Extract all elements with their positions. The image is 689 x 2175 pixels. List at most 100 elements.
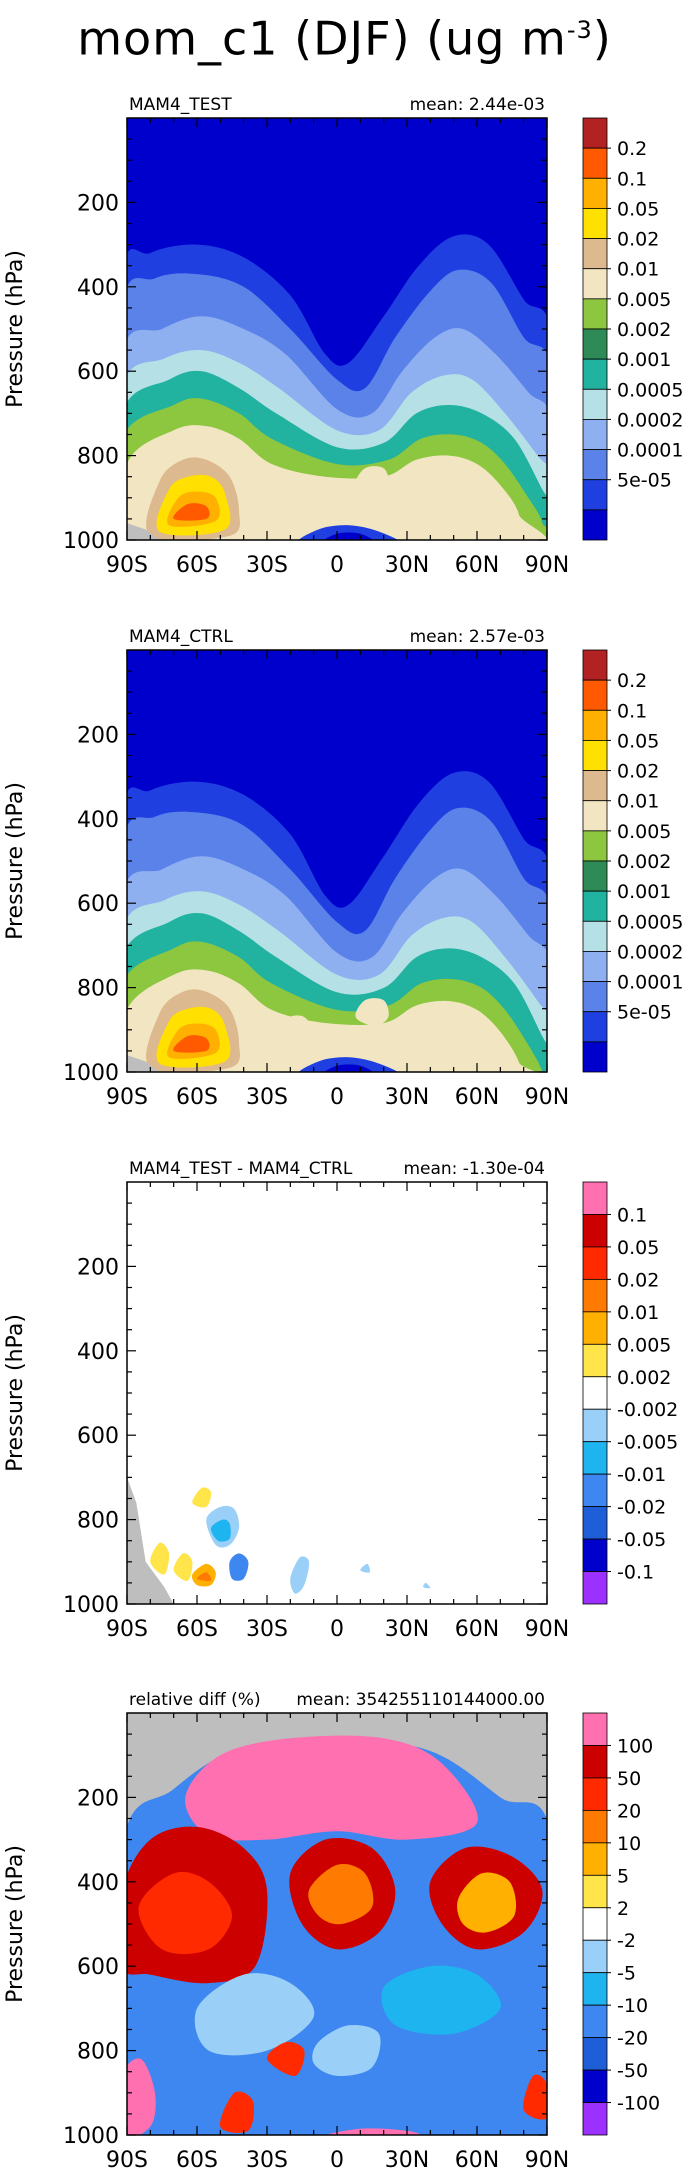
diff-blob (290, 1556, 310, 1594)
colorbar-label: -0.01 (617, 1464, 666, 1486)
y-axis-label: Pressure (hPa) (3, 250, 28, 408)
x-tick-label: 30N (385, 553, 429, 578)
colorbar-label: 0.02 (617, 229, 659, 251)
diff-blob (196, 1572, 212, 1582)
colorbar-label: 0.0005 (617, 379, 683, 401)
rel-band (219, 2091, 255, 2133)
x-tick-label: 90N (525, 553, 569, 578)
y-axis-label: Pressure (hPa) (3, 1845, 28, 2003)
contour-core (173, 1035, 210, 1053)
rel-band (457, 1872, 517, 1933)
rel-band (325, 2128, 422, 2135)
colorbar-swatch (582, 117, 608, 149)
colorbar-swatch (582, 800, 608, 832)
colorbar-label: 0.02 (617, 761, 659, 783)
colorbar-swatch (582, 509, 608, 541)
contour-field (127, 1182, 547, 1604)
colorbar-swatch (582, 770, 608, 802)
topography-mask (127, 523, 160, 540)
colorbar-label: -0.002 (617, 1399, 678, 1421)
colorbar-label: 0.2 (617, 138, 647, 160)
colorbar-label: 0.005 (617, 289, 671, 311)
colorbar-swatch (582, 1571, 608, 1605)
x-tick-label: 90N (525, 1085, 569, 1110)
colorbar-swatch (582, 2004, 608, 2039)
contour-island (355, 466, 389, 494)
contour-low (323, 1064, 374, 1072)
colorbar-label: 0.005 (617, 821, 671, 843)
colorbar-swatch (582, 147, 608, 179)
y-tick-label: 1000 (63, 2124, 119, 2149)
colorbar-swatch (582, 238, 608, 270)
topography-mask (127, 1055, 160, 1072)
contour-island (271, 483, 314, 523)
colorbar-swatch (582, 1343, 608, 1378)
colorbar-label: 5e-05 (617, 1002, 672, 1024)
y-tick-label: 800 (77, 977, 119, 1002)
colorbar-swatch (582, 1311, 608, 1345)
colorbar-label: 0.005 (617, 1334, 671, 1356)
colorbar-swatch (582, 177, 608, 209)
colorbar-swatch (582, 890, 608, 922)
colorbar-label: -5 (617, 1963, 636, 1985)
figure-title: mom_c1 (DJF) (ug m-3) (0, 0, 689, 68)
colorbar-swatch (582, 1939, 608, 1974)
x-tick-label: 0 (330, 1617, 344, 1642)
x-tick-label: 30N (385, 1085, 429, 1110)
colorbar-label: 50 (617, 1768, 641, 1790)
rel-band (138, 1871, 232, 1955)
colorbar-swatch (582, 1745, 608, 1779)
y-tick-label: 800 (77, 2040, 119, 2065)
y-tick-label: 200 (77, 723, 119, 748)
y-tick-label: 200 (77, 191, 119, 216)
y-tick-label: 400 (77, 1871, 119, 1896)
colorbar-swatch (582, 1907, 608, 1941)
diff-blob (210, 1519, 231, 1542)
x-tick-label: 60S (176, 1617, 218, 1642)
colorbar-label: 0.001 (617, 881, 671, 903)
colorbar-label: -2 (617, 1930, 636, 1952)
x-tick-label: 0 (330, 1085, 344, 1110)
x-tick-label: 90S (106, 1085, 148, 1110)
colorbar-label: 20 (617, 1800, 641, 1822)
colorbar-swatch (582, 1181, 608, 1215)
rel-band (266, 2041, 305, 2077)
x-tick-label: 30S (246, 1617, 288, 1642)
colorbar-label: 0.0001 (617, 972, 683, 994)
colorbar-label: -50 (617, 2060, 648, 2082)
x-tick-label: 60N (455, 2148, 499, 2173)
colorbar-swatch (582, 268, 608, 300)
colorbar-swatch (582, 649, 608, 681)
y-tick-label: 400 (77, 276, 119, 301)
y-tick-label: 800 (77, 445, 119, 470)
colorbar-swatch (582, 1506, 608, 1540)
colorbar-label: 0.002 (617, 851, 671, 873)
y-axis-label: Pressure (hPa) (3, 1314, 28, 1472)
colorbar-swatch (582, 449, 608, 481)
x-tick-label: 90S (106, 2148, 148, 2173)
colorbar-label: 0.01 (617, 259, 659, 281)
contour-island (437, 493, 473, 530)
colorbar-label: 0.2 (617, 670, 647, 692)
colorbar-swatch (582, 740, 608, 771)
rel-band (127, 2058, 156, 2135)
colorbar-label: -0.02 (617, 1497, 666, 1519)
colorbar-label: 0.002 (617, 1367, 671, 1389)
colorbar-swatch (582, 920, 608, 952)
contour-field (127, 1713, 547, 2135)
x-tick-label: 0 (330, 553, 344, 578)
contour-field (127, 650, 547, 1072)
diff-blob (423, 1582, 431, 1589)
colorbar-swatch (582, 1777, 608, 1811)
x-tick-label: 90N (525, 2148, 569, 2173)
x-tick-label: 60N (455, 1617, 499, 1642)
colorbar-swatch (582, 298, 608, 330)
mean-label: mean: -1.30e-04 (403, 1159, 545, 1179)
colorbar-label: 5 (617, 1865, 629, 1887)
panel-label: MAM4_TEST - MAM4_CTRL (129, 1159, 353, 1179)
colorbar-label: 0.0002 (617, 941, 683, 963)
y-axis-label: Pressure (hPa) (3, 782, 28, 940)
